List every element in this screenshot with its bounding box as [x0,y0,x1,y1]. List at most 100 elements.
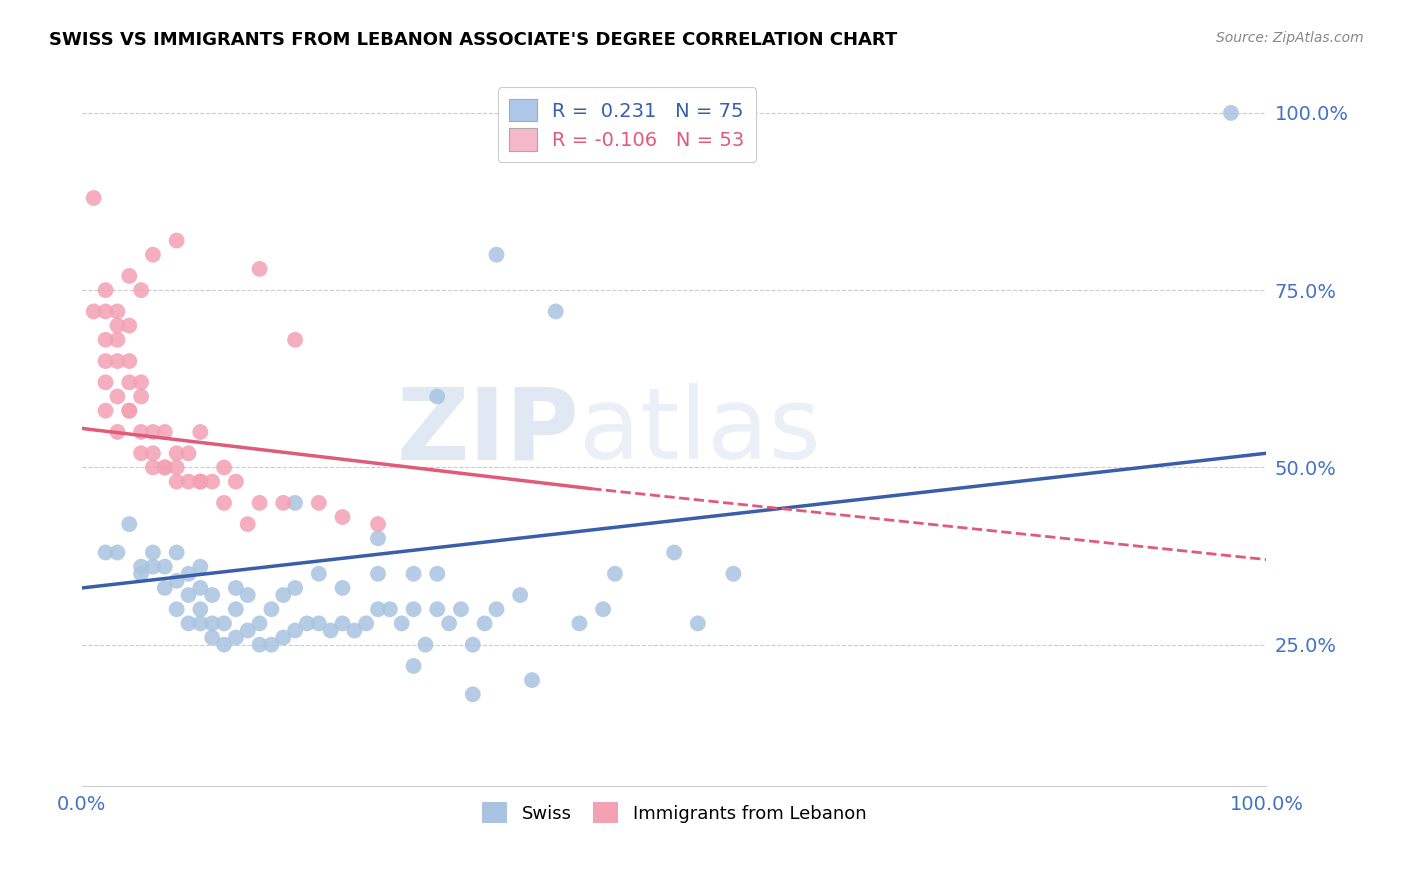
Point [271,588,294,602]
Point [107,318,129,333]
Point [166,460,188,475]
Point [450,602,472,616]
Point [225,581,247,595]
Point [94,333,117,347]
Point [485,602,508,616]
Point [94,376,117,390]
Point [236,624,259,638]
Point [319,624,342,638]
Point [664,545,686,559]
Point [592,602,614,616]
Point [94,283,117,297]
Point [166,545,188,559]
Point [212,496,235,510]
Point [129,566,152,581]
Legend: Swiss, Immigrants from Lebanon: Swiss, Immigrants from Lebanon [471,792,877,834]
Point [107,390,129,404]
Point [461,687,484,701]
Point [236,517,259,532]
Point [367,517,389,532]
Point [544,304,567,318]
Point [107,425,129,439]
Point [166,446,188,460]
Point [485,248,508,262]
Point [426,602,449,616]
Point [520,673,543,687]
Point [284,624,307,638]
Point [367,566,389,581]
Point [142,425,165,439]
Point [83,191,105,205]
Text: atlas: atlas [579,384,821,481]
Point [118,354,141,368]
Point [153,425,176,439]
Point [142,460,165,475]
Point [603,566,626,581]
Point [118,268,141,283]
Point [284,496,307,510]
Point [129,446,152,460]
Point [332,581,354,595]
Point [129,425,152,439]
Point [94,354,117,368]
Point [260,602,283,616]
Point [129,283,152,297]
Point [426,390,449,404]
Point [118,403,141,417]
Point [166,574,188,588]
Point [153,460,176,475]
Point [415,638,437,652]
Point [142,248,165,262]
Point [260,638,283,652]
Point [249,261,271,276]
Point [686,616,709,631]
Point [212,616,235,631]
Point [201,475,224,489]
Point [354,616,377,631]
Point [367,531,389,545]
Text: ZIP: ZIP [396,384,579,481]
Point [129,376,152,390]
Point [284,333,307,347]
Point [568,616,591,631]
Point [118,517,141,532]
Point [249,638,271,652]
Point [271,496,294,510]
Point [153,460,176,475]
Point [188,475,211,489]
Point [188,616,211,631]
Point [118,376,141,390]
Point [249,616,271,631]
Point [1219,106,1241,120]
Point [129,559,152,574]
Point [118,318,141,333]
Point [236,588,259,602]
Point [332,510,354,524]
Point [201,631,224,645]
Text: SWISS VS IMMIGRANTS FROM LEBANON ASSOCIATE'S DEGREE CORRELATION CHART: SWISS VS IMMIGRANTS FROM LEBANON ASSOCIA… [49,31,897,49]
Point [177,566,200,581]
Point [177,588,200,602]
Point [153,581,176,595]
Point [107,333,129,347]
Point [118,403,141,417]
Point [437,616,460,631]
Point [107,545,129,559]
Point [166,234,188,248]
Point [402,566,425,581]
Point [332,616,354,631]
Point [107,304,129,318]
Point [367,602,389,616]
Point [295,616,318,631]
Text: Source: ZipAtlas.com: Source: ZipAtlas.com [1216,31,1364,45]
Point [107,354,129,368]
Point [177,616,200,631]
Point [391,616,413,631]
Point [308,496,330,510]
Point [225,602,247,616]
Point [177,446,200,460]
Point [271,631,294,645]
Point [129,390,152,404]
Point [166,602,188,616]
Point [94,545,117,559]
